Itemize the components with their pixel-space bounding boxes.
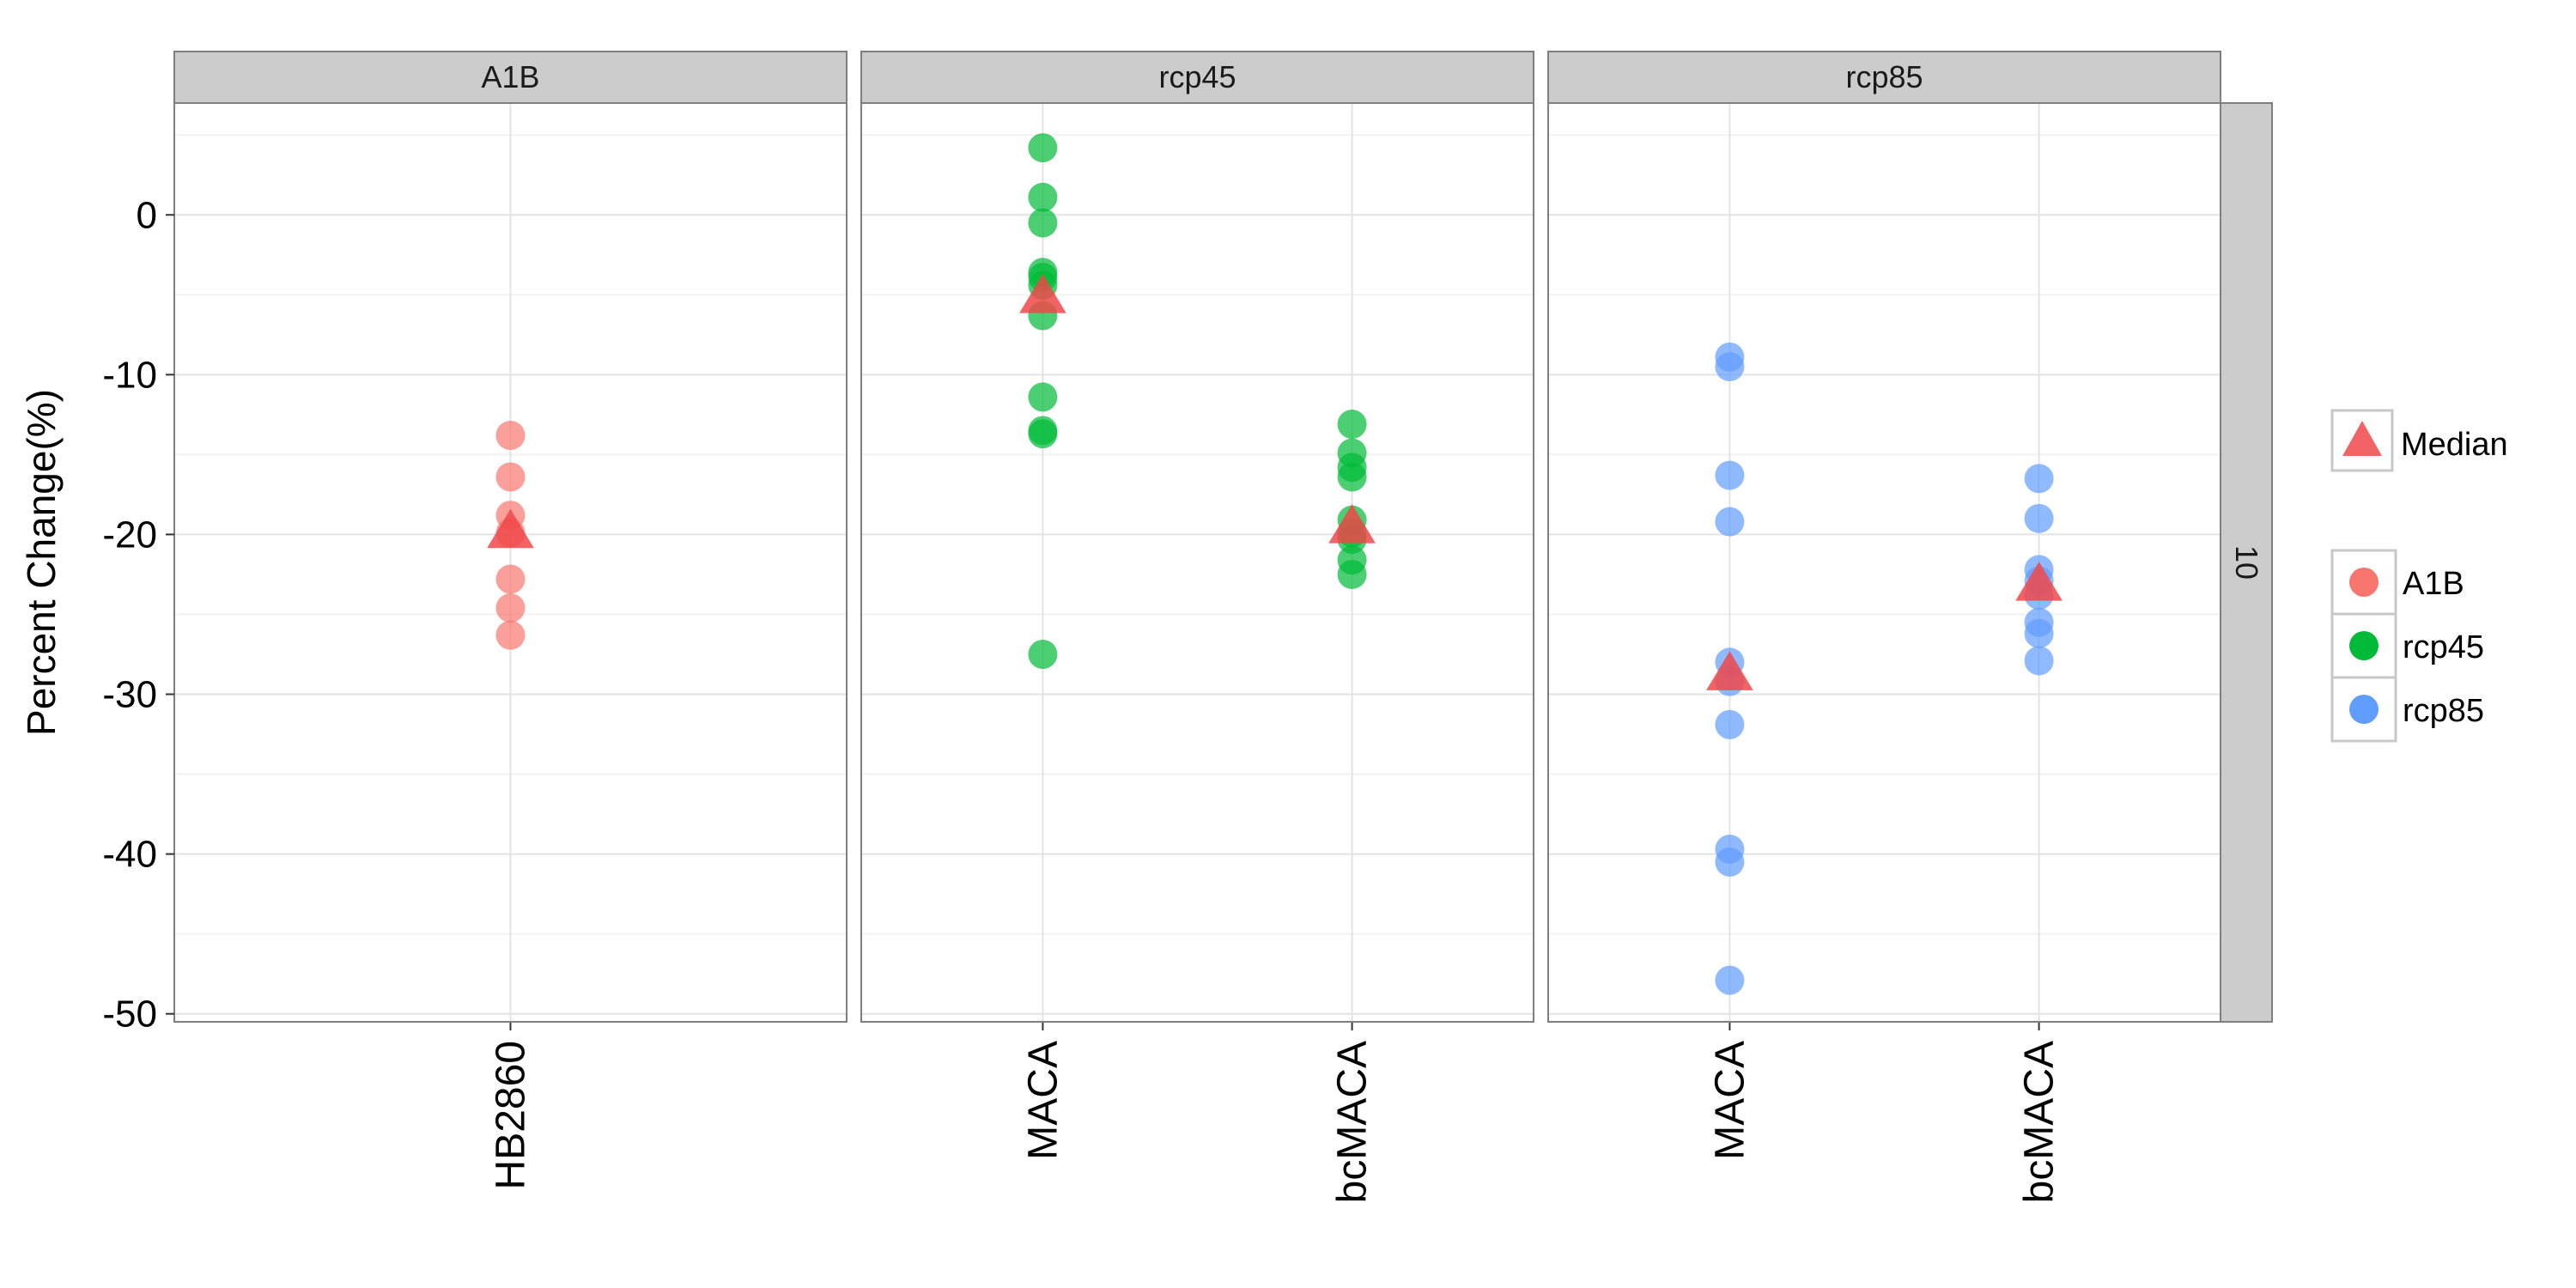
median-marker <box>487 508 534 549</box>
data-point <box>495 421 526 451</box>
axes-layer: Percent Change(%) 0 -10 -20 -30 -40 -50 10 <box>19 102 2273 1036</box>
data-point <box>495 564 526 594</box>
data-point <box>1715 460 1745 490</box>
y-axis-title: Percent Change(%) <box>19 389 64 736</box>
strip-label: A1B <box>481 59 539 94</box>
data-point <box>1028 640 1058 669</box>
median-marker <box>1328 504 1376 544</box>
y-tick-label: -30 <box>102 674 157 716</box>
data-point <box>2024 646 2054 676</box>
x-tick-label: MACA <box>1020 1041 1066 1160</box>
strip-label: rcp45 <box>1158 59 1236 94</box>
legend-label-median: Median <box>2401 427 2508 463</box>
data-point <box>1028 208 1058 238</box>
x-tick-label: MACA <box>1707 1041 1753 1160</box>
median-marker <box>1706 651 1753 690</box>
data-point <box>1715 709 1745 739</box>
panel-border <box>173 102 848 1023</box>
strip-label: rcp85 <box>1845 59 1923 94</box>
row-strip-label: 10 <box>2229 545 2264 580</box>
median-marker <box>1019 274 1066 313</box>
legend-label-rcp85: rcp85 <box>2403 693 2484 729</box>
data-point <box>495 462 526 492</box>
data-point <box>495 593 526 623</box>
data-point <box>2024 618 2054 648</box>
data-point <box>1715 352 1745 382</box>
data-point <box>495 620 526 650</box>
plot-background <box>1548 103 2221 1022</box>
legend-median-triangle <box>2342 421 2382 456</box>
panel-rcp45: rcp45 MACA bcMACA <box>860 51 1534 1203</box>
data-point <box>2024 464 2054 494</box>
legend-label-rcp45: rcp45 <box>2403 629 2484 665</box>
y-tick-label: -50 <box>102 993 157 1036</box>
data-point <box>1715 965 1745 995</box>
plot-background <box>861 103 1534 1022</box>
x-tick-label: HB2860 <box>489 1041 534 1189</box>
panel-border <box>860 102 1534 1023</box>
y-tick-label: -10 <box>102 354 157 396</box>
data-point <box>1028 419 1058 449</box>
data-point <box>1028 133 1058 163</box>
y-tick-label: -20 <box>102 513 157 556</box>
data-point <box>1715 847 1745 877</box>
strip-header <box>1547 51 2221 104</box>
data-point <box>1028 182 1058 212</box>
data-point <box>1337 559 1367 589</box>
data-point <box>1337 410 1367 440</box>
legend-dot-A1B <box>2349 568 2379 597</box>
strip-header <box>173 51 848 104</box>
legend-dot-rcp45 <box>2349 631 2379 660</box>
y-tick-label: 0 <box>137 194 157 236</box>
row-strip <box>2220 102 2273 1023</box>
panels-layer: A1B HB2860 rcp45 MACA bcMACA rcp85 MACA bcMACA <box>173 51 2221 1203</box>
legend-label-A1B: A1B <box>2403 566 2464 602</box>
strip-header <box>860 51 1534 104</box>
data-point <box>1715 507 1745 537</box>
legend-dot-rcp85 <box>2349 695 2379 724</box>
x-tick-label: bcMACA <box>1330 1041 1376 1203</box>
data-point <box>2024 503 2054 533</box>
panel-rcp85: rcp85 MACA bcMACA <box>1547 51 2221 1203</box>
panel-A1B: A1B HB2860 <box>173 51 848 1189</box>
x-tick-label: bcMACA <box>2017 1041 2063 1203</box>
median-marker <box>2015 562 2063 601</box>
data-point <box>1028 382 1058 412</box>
data-point <box>1337 462 1367 492</box>
y-tick-label: -40 <box>102 834 157 876</box>
legend: Median A1B rcp45 rcp85 <box>2330 409 2508 743</box>
